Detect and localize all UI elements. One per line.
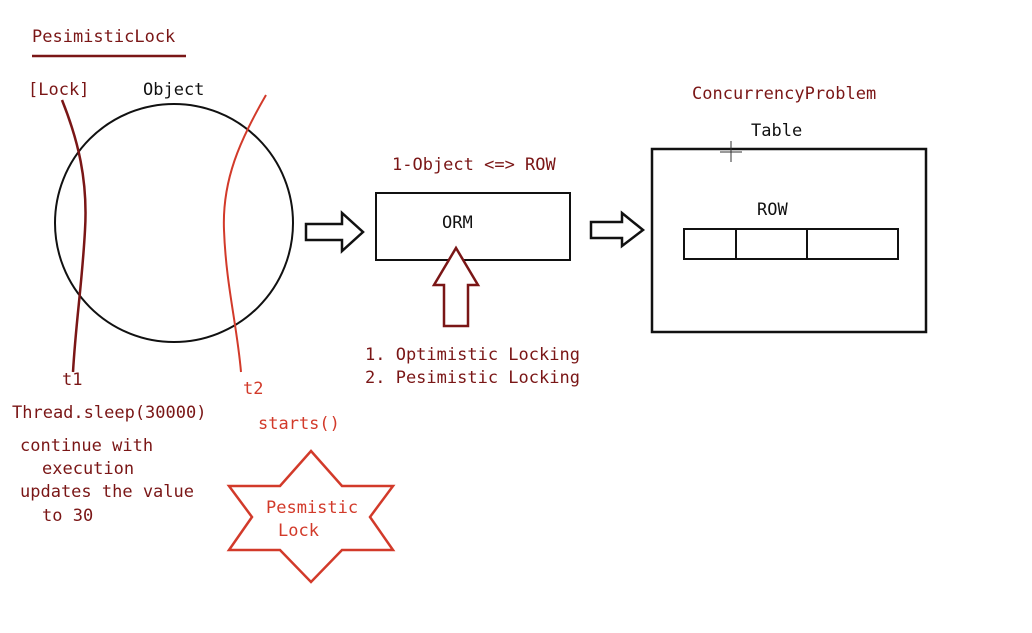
up-arrow-to-orm [431, 245, 481, 328]
object-circle [54, 103, 294, 343]
note-line: execution [42, 459, 135, 479]
starts-call: starts() [258, 414, 340, 434]
concurrency-heading: ConcurrencyProblem [692, 84, 877, 104]
note-line: updates the value [20, 482, 194, 502]
note-line: continue with [20, 436, 154, 456]
locking-method: 2. Pesimistic Locking [365, 368, 580, 388]
thread-t2-line [222, 94, 267, 373]
thread-t2-label: t2 [243, 379, 264, 399]
row-cell [683, 228, 737, 260]
sleep-call: Thread.sleep(30000) [12, 403, 207, 423]
lock-label: [Lock] [28, 80, 90, 100]
orm-box [375, 192, 571, 261]
hollow-arrow-to-orm [304, 210, 365, 254]
note-line: to 30 [42, 506, 94, 526]
star-label-line: Lock [278, 521, 319, 541]
row-cell [735, 228, 808, 260]
locking-method: 1. Optimistic Locking [365, 345, 580, 365]
orm-label: ORM [442, 213, 473, 233]
crosshair-cursor-icon [720, 141, 742, 162]
row-cell [806, 228, 899, 260]
pessimistic-lock-star [226, 449, 396, 584]
hollow-arrow-to-table [589, 210, 646, 249]
mapping-heading: 1-Object <=> ROW [392, 155, 556, 175]
thread-t1-line [60, 99, 87, 373]
object-label: Object [143, 80, 205, 100]
star-label-line: Pesmistic [266, 498, 359, 518]
thread-t1-label: t1 [62, 370, 83, 390]
page-title: PesimisticLock [32, 27, 176, 47]
table-label: Table [751, 121, 803, 141]
row-label: ROW [757, 200, 788, 220]
